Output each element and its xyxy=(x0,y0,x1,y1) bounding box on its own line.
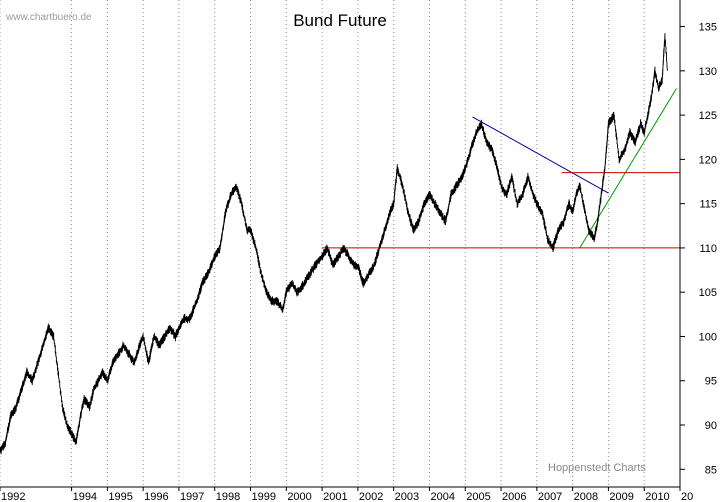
x-tick-label-2010: 2010 xyxy=(645,491,669,502)
y-axis-ticks: 85 90 95 100 105 110 115 120 125 130 135 xyxy=(680,22,717,476)
y-tick-label-135: 135 xyxy=(699,22,717,34)
watermark: www.chartbuero.de xyxy=(5,12,92,23)
chart-title: Bund Future xyxy=(293,11,387,30)
x-tick-label-2003: 2003 xyxy=(395,491,419,502)
y-tick-label-100: 100 xyxy=(699,331,717,343)
trend-line-1 xyxy=(472,116,609,194)
x-tick-label-2004: 2004 xyxy=(430,491,454,502)
trend-lines xyxy=(322,88,680,249)
x-axis-ticks: 1992 1994 1995 1996 1997 1998 1999 2000 2001 2002… xyxy=(0,487,693,502)
y-tick-label-85: 85 xyxy=(705,464,717,476)
x-tick-label-1996: 1996 xyxy=(144,491,168,502)
x-tick-label-1994: 1994 xyxy=(73,491,97,502)
x-tick-label-20: 20 xyxy=(681,491,693,502)
x-tick-label-2008: 2008 xyxy=(574,491,598,502)
y-tick-label-130: 130 xyxy=(699,66,717,78)
y-tick-label-115: 115 xyxy=(699,199,717,211)
x-tick-label-1995: 1995 xyxy=(108,491,132,502)
trend-line-2 xyxy=(579,88,677,249)
y-tick-label-105: 105 xyxy=(699,287,717,299)
x-tick-label-1998: 1998 xyxy=(216,491,240,502)
x-tick-label-1992: 1992 xyxy=(1,491,25,502)
y-tick-label-95: 95 xyxy=(705,376,717,388)
x-tick-label-1997: 1997 xyxy=(180,491,204,502)
x-tick-label-2002: 2002 xyxy=(359,491,383,502)
source-label: Hoppenstedt Charts xyxy=(548,462,646,474)
x-tick-label-2006: 2006 xyxy=(502,491,526,502)
y-tick-label-125: 125 xyxy=(699,110,717,122)
x-tick-label-1999: 1999 xyxy=(252,491,276,502)
x-tick-label-2005: 2005 xyxy=(466,491,490,502)
x-tick-label-2009: 2009 xyxy=(609,491,633,502)
x-tick-label-2000: 2000 xyxy=(287,491,311,502)
series-line-1 xyxy=(0,32,668,455)
y-tick-label-90: 90 xyxy=(705,420,717,432)
price-series xyxy=(0,32,668,455)
y-tick-label-110: 110 xyxy=(699,243,717,255)
x-tick-label-2001: 2001 xyxy=(323,491,347,502)
x-tick-label-2007: 2007 xyxy=(538,491,562,502)
y-tick-label-120: 120 xyxy=(699,154,717,166)
